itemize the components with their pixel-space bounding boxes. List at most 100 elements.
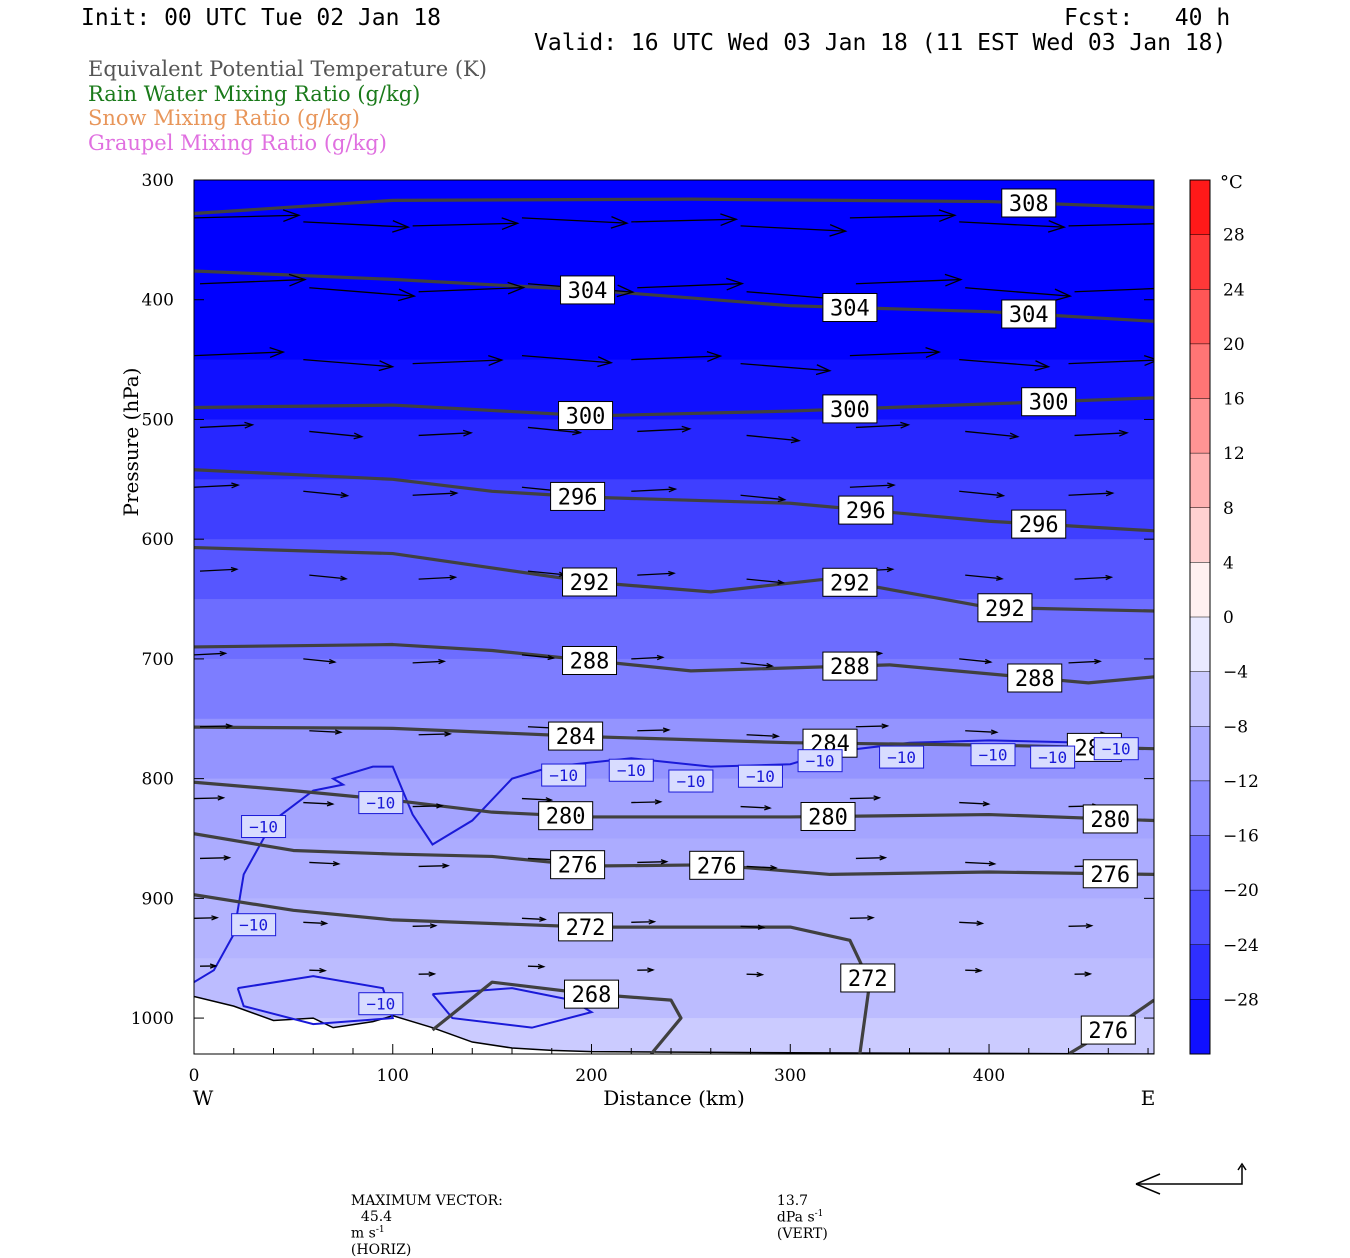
theta-e-label-text: 304 — [830, 297, 870, 322]
theta-e-label-text: 304 — [1009, 303, 1049, 328]
isotherm-label-text: −10 — [676, 772, 705, 791]
x-tick-label: 0 — [189, 1066, 200, 1086]
theta-e-label: 304 — [561, 276, 615, 304]
wind-vector — [637, 862, 666, 863]
theta-e-label: 276 — [551, 851, 605, 879]
isotherm-label-text: −10 — [806, 752, 835, 771]
isotherm-label-text: −10 — [239, 916, 268, 935]
isotherm-label-text: −10 — [249, 818, 278, 837]
vert-vector-info: 13.7 dPa s-1 (VERT) — [768, 1177, 828, 1242]
isotherm-label-text: −10 — [1038, 748, 1067, 767]
isotherm-label-text: −10 — [366, 794, 395, 813]
theta-e-label: 276 — [1083, 860, 1137, 888]
wind-vector — [631, 922, 654, 923]
y-axis-label: Pressure (hPa) — [119, 368, 143, 517]
isotherm-label: −10 — [232, 914, 276, 936]
wind-vector — [850, 798, 879, 799]
theta-e-label: 268 — [565, 980, 619, 1008]
theta-e-label-text: 296 — [558, 485, 598, 510]
wind-vector — [413, 806, 442, 807]
colorbar-swatch — [1190, 836, 1210, 891]
colorbar-swatch — [1190, 453, 1210, 508]
theta-e-label: 272 — [841, 964, 895, 992]
colorbar-label: −4 — [1223, 663, 1248, 683]
y-tick-label: 900 — [142, 889, 174, 909]
colorbar-label: −8 — [1223, 717, 1248, 737]
colorbar-label: −16 — [1223, 827, 1259, 847]
isotherm-label-text: −10 — [887, 748, 916, 767]
horiz-value: 45.4 — [361, 1209, 392, 1225]
x-tick-label: 100 — [377, 1066, 409, 1086]
max-vector-label: MAXIMUM VECTOR: — [351, 1193, 503, 1209]
isotherm-label: −10 — [359, 993, 403, 1015]
y-tick-label: 800 — [142, 770, 174, 790]
x-tick-label: 400 — [973, 1066, 1005, 1086]
temperature-band — [194, 898, 1154, 959]
temperature-band — [194, 958, 1154, 1019]
isotherm-label-text: −10 — [549, 766, 578, 785]
colorbar-unit: °C — [1220, 172, 1243, 193]
colorbar-label: 24 — [1223, 280, 1245, 300]
colorbar-label: 20 — [1223, 335, 1245, 355]
isotherm-label-text: −10 — [617, 761, 646, 780]
isotherm-label: −10 — [359, 792, 403, 814]
theta-e-label-text: 300 — [566, 405, 606, 430]
temperature-band — [194, 360, 1154, 421]
colorbar-swatch — [1190, 617, 1210, 672]
colorbar-label: 28 — [1223, 226, 1245, 246]
theta-e-label-text: 276 — [1090, 863, 1130, 888]
theta-e-label: 308 — [1002, 189, 1056, 217]
wind-vector — [856, 858, 885, 859]
isotherm-label-text: −10 — [979, 746, 1008, 765]
theta-e-label-text: 308 — [1009, 192, 1049, 217]
wind-vector — [1069, 926, 1092, 927]
wind-vector — [637, 730, 669, 731]
horiz-unit: m s — [351, 1226, 376, 1242]
isotherm-label: −10 — [609, 759, 653, 781]
horiz-tag: (HORIZ) — [351, 1242, 411, 1258]
theta-e-label-text: 300 — [830, 398, 870, 423]
colorbar-swatch — [1190, 726, 1210, 781]
theta-e-label-text: 268 — [572, 983, 612, 1008]
theta-e-label: 304 — [1002, 300, 1056, 328]
colorbar-label: 8 — [1223, 499, 1234, 519]
theta-e-label: 292 — [563, 568, 617, 596]
isotherm-label-text: −10 — [1102, 740, 1131, 759]
theta-e-label: 284 — [549, 722, 603, 750]
wind-vector — [856, 726, 888, 727]
max-vector-info: MAXIMUM VECTOR: 45.4 m s-1 (HORIZ) — [342, 1177, 503, 1258]
wind-vector — [850, 918, 873, 919]
theta-e-label-text: 276 — [1088, 1019, 1128, 1044]
temperature-band — [194, 838, 1154, 899]
isotherm-label: −10 — [242, 816, 286, 838]
colorbar-label: 16 — [1223, 390, 1245, 410]
x-tick-label: 200 — [575, 1066, 607, 1086]
wind-vector — [194, 918, 217, 919]
theta-e-label-text: 272 — [848, 967, 888, 992]
theta-e-label-text: 304 — [568, 279, 608, 304]
vert-value: 13.7 — [777, 1193, 808, 1209]
isotherm-label: −10 — [971, 744, 1015, 766]
horiz-exp: -1 — [376, 1225, 385, 1235]
reference-vector-icon — [1130, 1160, 1250, 1200]
isotherm-label-text: −10 — [366, 995, 395, 1014]
isotherm-label: −10 — [738, 765, 782, 787]
wind-vector — [413, 926, 436, 927]
colorbar-label: −20 — [1223, 881, 1259, 901]
wind-vector — [419, 866, 448, 867]
theta-e-label: 288 — [823, 652, 877, 680]
colorbar-label: −12 — [1223, 772, 1259, 792]
wind-vector — [200, 858, 229, 859]
isotherm-label: −10 — [669, 770, 713, 792]
x-tick-label: 300 — [774, 1066, 806, 1086]
colorbar-label: −28 — [1223, 990, 1259, 1010]
theta-e-label: 280 — [539, 802, 593, 830]
colorbar-swatch — [1190, 562, 1210, 617]
theta-e-label: 300 — [1022, 388, 1076, 416]
theta-e-label-text: 288 — [830, 655, 870, 680]
theta-e-label-text: 272 — [566, 916, 606, 941]
colorbar-swatch — [1190, 344, 1210, 399]
theta-e-label: 292 — [978, 594, 1032, 622]
